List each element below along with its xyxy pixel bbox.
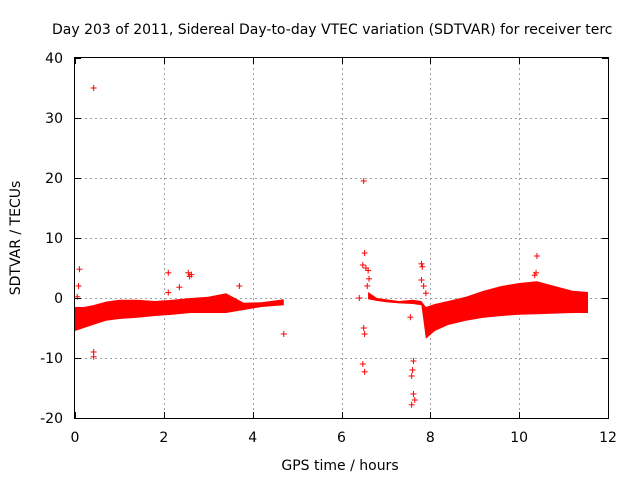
data-point xyxy=(356,295,363,301)
y-tick-label: 10 xyxy=(45,231,63,247)
data-point xyxy=(531,272,538,279)
y-tick-label: 20 xyxy=(45,171,63,187)
y-tick-label: 0 xyxy=(54,291,63,307)
data-point xyxy=(407,314,414,321)
data-point xyxy=(422,290,429,297)
data-point xyxy=(359,361,366,367)
grid-lines xyxy=(75,58,608,418)
plot-frame xyxy=(74,57,609,419)
y-tick-label: -10 xyxy=(40,351,63,367)
data-point xyxy=(420,283,427,289)
data-point xyxy=(418,277,425,283)
data-point xyxy=(359,262,366,268)
y-tick-label: 30 xyxy=(45,111,63,127)
data-point xyxy=(418,260,425,267)
data-point xyxy=(236,283,243,289)
data-point xyxy=(90,353,97,360)
data-point xyxy=(410,358,417,364)
x-axis-label: GPS time / hours xyxy=(281,458,398,474)
y-tick-label: -20 xyxy=(40,411,63,427)
data-point xyxy=(280,331,287,337)
axis-ticks xyxy=(75,58,609,419)
x-tick-label: 10 xyxy=(510,430,528,446)
data-point xyxy=(361,250,368,256)
y-axis-label: SDTVAR / TECUs xyxy=(8,181,24,296)
data-point xyxy=(90,85,97,91)
data-point xyxy=(533,253,540,259)
data-point xyxy=(76,266,83,273)
y-tick-label: 40 xyxy=(45,51,63,67)
dense-data-band-2 xyxy=(368,281,588,339)
data-point xyxy=(419,263,426,270)
dense-data-band-1 xyxy=(75,293,284,331)
x-tick-label: 4 xyxy=(248,430,257,446)
data-point xyxy=(364,283,371,289)
data-point xyxy=(185,269,192,276)
x-tick-label: 0 xyxy=(71,430,80,446)
data-point xyxy=(360,325,367,331)
data-point xyxy=(409,367,416,373)
x-tick-label: 12 xyxy=(599,430,617,446)
data-point xyxy=(408,401,415,408)
x-tick-label: 2 xyxy=(159,430,168,446)
data-point xyxy=(408,373,415,379)
x-tick-label: 8 xyxy=(426,430,435,446)
x-tick-label: 6 xyxy=(337,430,346,446)
data-point xyxy=(75,283,82,289)
data-point xyxy=(365,267,372,274)
data-point xyxy=(176,284,183,291)
data-point xyxy=(165,269,172,276)
data-point xyxy=(360,178,367,184)
chart-title: Day 203 of 2011, Sidereal Day-to-day VTE… xyxy=(52,22,612,38)
data-point xyxy=(361,368,368,375)
data-point xyxy=(366,275,373,282)
data-point xyxy=(411,397,418,403)
data-point xyxy=(165,289,172,296)
data-point xyxy=(361,331,368,337)
data-point xyxy=(410,391,417,397)
tick-labels: 0 2 4 6 8 10 12 -20 -10 0 10 20 30 40 xyxy=(40,51,617,446)
data-point xyxy=(188,271,195,278)
data-series xyxy=(74,85,588,408)
